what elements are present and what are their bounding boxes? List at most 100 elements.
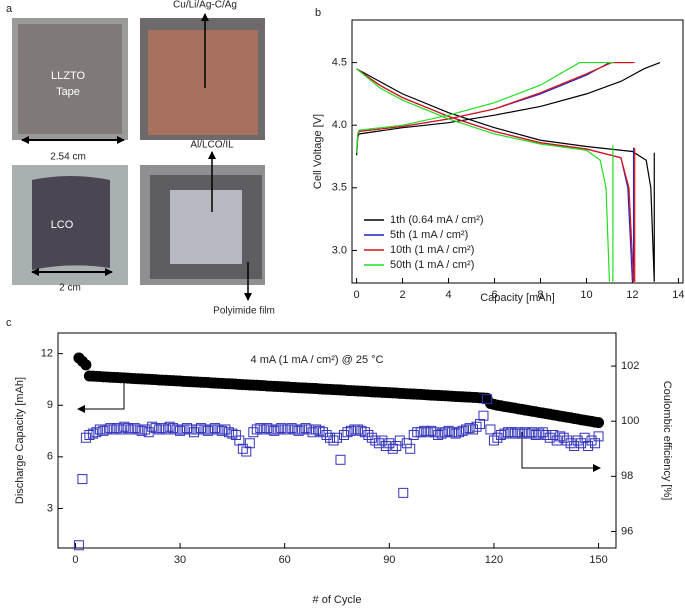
point [593, 431, 604, 442]
point [345, 425, 356, 436]
point [352, 424, 363, 435]
legend-label: 50th (1 mA / cm²) [390, 259, 474, 271]
point [474, 418, 485, 429]
caption: Polyimide film [213, 306, 275, 317]
y2-tick-label: 96 [621, 525, 633, 537]
photo-text: LCO [51, 219, 74, 231]
point [73, 540, 84, 551]
point [377, 435, 388, 446]
point [541, 429, 552, 440]
point [258, 424, 269, 435]
point [530, 429, 541, 440]
legend-label: 5th (1 mA / cm²) [390, 229, 468, 241]
point [147, 421, 158, 432]
panel-label: c [6, 317, 12, 329]
point [108, 424, 119, 435]
y-axis-title: Discharge Capacity [mAh] [14, 377, 26, 504]
x-tick-label: 150 [589, 554, 607, 566]
point [175, 425, 186, 436]
series-line [356, 62, 661, 282]
point [112, 423, 123, 434]
point [565, 438, 576, 449]
point [440, 427, 451, 438]
point [523, 428, 534, 439]
point [157, 423, 168, 434]
point [359, 427, 370, 438]
x-tick-label: 10 [580, 289, 592, 301]
x-tick-label: 30 [174, 554, 186, 566]
point [415, 427, 426, 438]
point [513, 427, 524, 438]
x-tick-label: 90 [383, 554, 395, 566]
point [269, 425, 280, 436]
point [237, 443, 248, 454]
point [478, 410, 489, 421]
photo-cell-window [170, 190, 242, 264]
y2-tick-label: 100 [621, 415, 639, 427]
point [77, 474, 88, 485]
point [429, 427, 440, 438]
point [384, 438, 395, 449]
point [192, 424, 203, 435]
x-tick-label: 6 [491, 289, 497, 301]
y-tick-label: 3 [47, 502, 53, 514]
point [485, 424, 496, 435]
point [495, 429, 506, 440]
point [401, 438, 412, 449]
point [185, 424, 196, 435]
point [286, 423, 297, 434]
point [276, 423, 287, 434]
point [527, 427, 538, 438]
point [398, 487, 409, 498]
point [293, 425, 304, 436]
point [583, 441, 594, 452]
point [419, 425, 430, 436]
point [119, 421, 130, 432]
point [91, 427, 102, 438]
point [168, 423, 179, 434]
legend-label: 1th (0.64 mA / cm²) [390, 214, 484, 226]
point [391, 441, 402, 452]
point [178, 424, 189, 435]
point [433, 429, 444, 440]
y2-axis-title: Coulombic efficiency [%] [661, 381, 673, 501]
point [506, 427, 517, 438]
point [230, 429, 241, 440]
point [422, 427, 433, 438]
point [262, 423, 273, 434]
point [105, 423, 116, 434]
point [457, 425, 468, 436]
point [576, 438, 587, 449]
panel-a: a LLZTO Tape 2.54 cm Cu/Li/Ag-C/Ag LCO 2… [6, 0, 275, 317]
point [290, 424, 301, 435]
caption: 2.54 cm [50, 152, 86, 163]
x-tick-label: 4 [445, 289, 451, 301]
point [499, 428, 510, 439]
point [216, 425, 227, 436]
point [150, 423, 161, 434]
point [244, 438, 255, 449]
x-axis-title: Capacity [mAh] [480, 292, 555, 304]
y-tick-label: 6 [47, 451, 53, 463]
point [272, 424, 283, 435]
panel-label: b [315, 7, 321, 19]
point [209, 423, 220, 434]
point [520, 427, 531, 438]
point [241, 446, 252, 457]
x-tick-label: 60 [279, 554, 291, 566]
point [297, 424, 308, 435]
legend-label: 10th (1 mA / cm²) [390, 244, 474, 256]
y2-tick-label: 98 [621, 470, 633, 482]
point [332, 432, 342, 443]
point [468, 424, 479, 435]
y-tick-label: 3.5 [332, 182, 347, 194]
x-tick-label: 14 [672, 289, 684, 301]
x-tick-label: 0 [354, 289, 360, 301]
point [363, 429, 374, 440]
point [140, 424, 151, 435]
point [161, 424, 172, 435]
point [227, 428, 238, 439]
point [251, 424, 262, 435]
point [579, 432, 590, 443]
